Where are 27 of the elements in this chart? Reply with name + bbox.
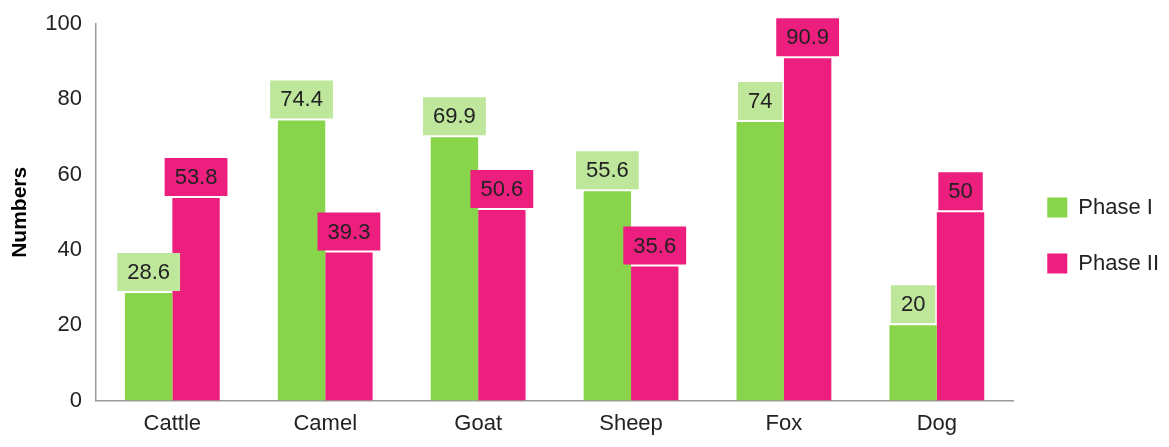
data-label: 20 bbox=[900, 291, 926, 317]
y-tick-label: 80 bbox=[57, 85, 82, 111]
data-label: 35.6 bbox=[633, 232, 677, 258]
x-tick-label: Sheep bbox=[599, 409, 663, 435]
data-label: 28.6 bbox=[127, 258, 171, 284]
data-label: 69.9 bbox=[433, 103, 476, 129]
x-tick-label: Cattle bbox=[143, 409, 202, 435]
x-tick-label: Goat bbox=[454, 409, 502, 435]
data-label: 74 bbox=[748, 87, 773, 113]
data-label: 74.4 bbox=[280, 86, 323, 112]
legend-label: Phase I bbox=[1078, 193, 1153, 219]
y-tick-label: 60 bbox=[57, 160, 82, 186]
data-label: 50 bbox=[948, 178, 973, 204]
legend-label: Phase II bbox=[1078, 249, 1159, 275]
data-label: 53.8 bbox=[174, 164, 218, 190]
x-tick-label: Dog bbox=[916, 409, 958, 435]
data-label: 90.9 bbox=[786, 24, 830, 50]
y-tick-label: 20 bbox=[57, 311, 82, 337]
x-tick-label: Fox bbox=[765, 409, 803, 435]
x-tick-label: Camel bbox=[293, 409, 358, 435]
data-label: 55.6 bbox=[585, 157, 629, 183]
y-axis-title: Numbers bbox=[7, 166, 31, 258]
data-label: 50.6 bbox=[480, 176, 524, 202]
y-tick-label: 100 bbox=[45, 10, 82, 36]
data-label: 39.3 bbox=[327, 218, 371, 244]
y-tick-label: 40 bbox=[57, 236, 82, 262]
y-tick-label: 0 bbox=[69, 386, 82, 412]
